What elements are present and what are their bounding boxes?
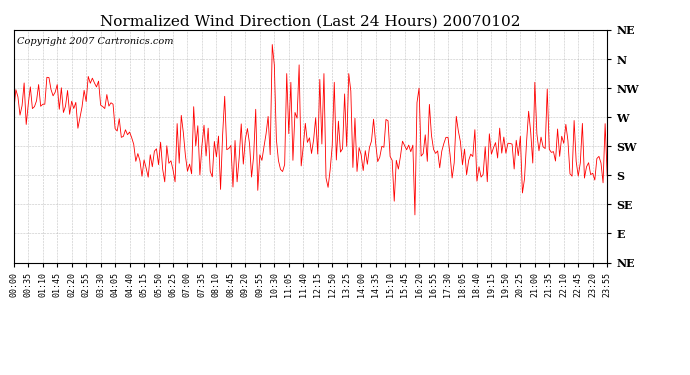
Text: Copyright 2007 Cartronics.com: Copyright 2007 Cartronics.com [17, 37, 173, 46]
Title: Normalized Wind Direction (Last 24 Hours) 20070102: Normalized Wind Direction (Last 24 Hours… [100, 15, 521, 29]
